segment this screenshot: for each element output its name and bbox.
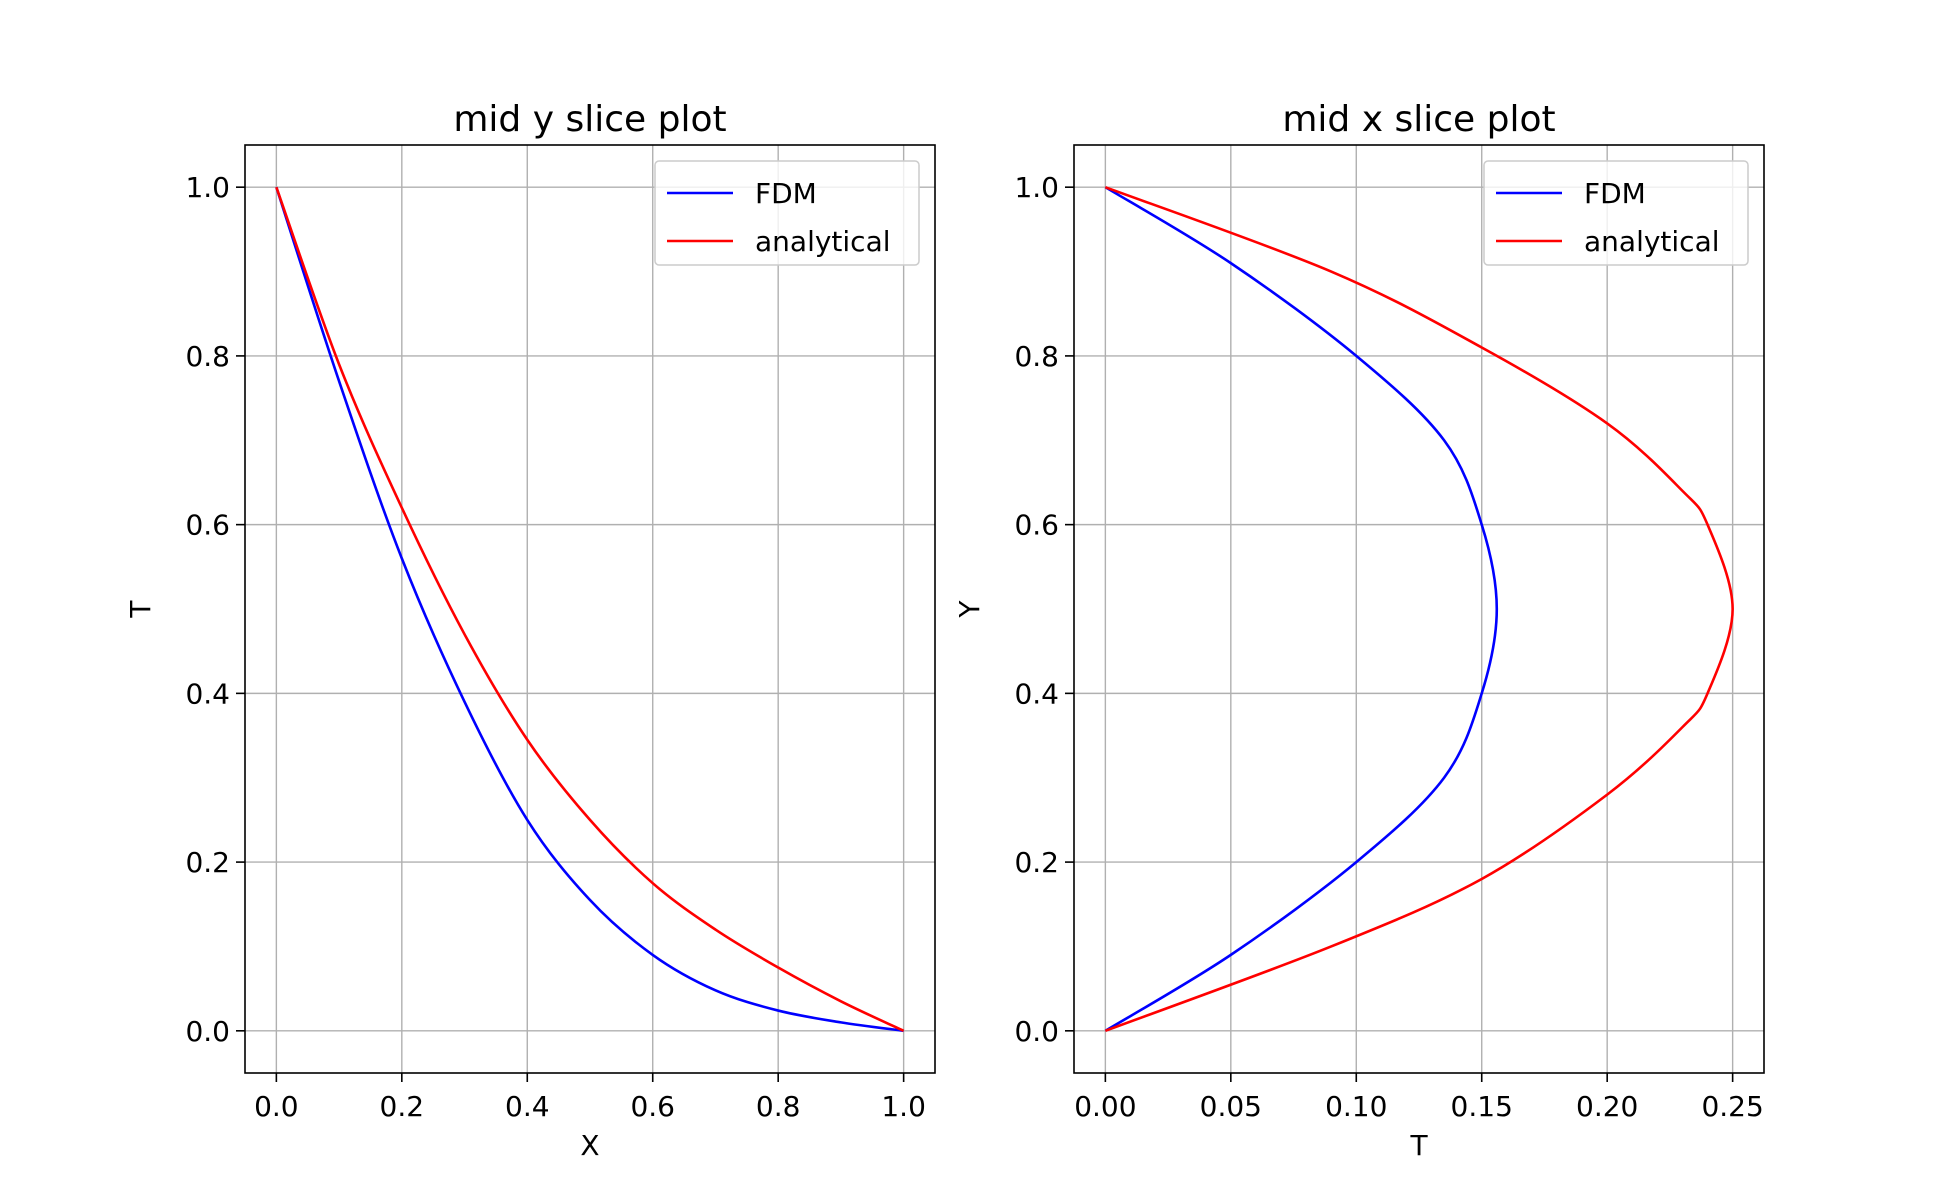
chart-mid-x-slice: 0.00 0.05 0.10 0.15 0.20 0.25 0.0 0.2 0.4 0.6 0.8… — [953, 99, 1765, 1162]
x-tick-label: 0.00 — [1074, 1090, 1136, 1123]
x-tick-label: 0.05 — [1200, 1090, 1262, 1123]
y-ticks: 0.0 0.2 0.4 0.6 0.8 1.0 — [185, 171, 245, 1048]
chart-title: mid y slice plot — [453, 99, 726, 140]
legend: FDM analytical — [1483, 160, 1749, 266]
x-tick-label: 0.25 — [1701, 1090, 1763, 1123]
x-tick-label: 0.2 — [380, 1090, 425, 1123]
x-axis-label: X — [580, 1129, 599, 1162]
y-tick-label: 0.6 — [185, 509, 230, 542]
series-line-fdm — [275, 186, 904, 1033]
x-tick-label: 1.0 — [881, 1090, 926, 1123]
x-ticks: 0.0 0.2 0.4 0.6 0.8 1.0 — [254, 1073, 926, 1123]
y-tick-label: 0.2 — [1014, 846, 1059, 879]
y-tick-label: 0.2 — [185, 846, 230, 879]
y-axis-label: T — [124, 600, 157, 619]
legend-box — [654, 160, 920, 266]
legend-box — [1483, 160, 1749, 266]
x-ticks: 0.00 0.05 0.10 0.15 0.20 0.25 — [1074, 1073, 1764, 1123]
x-tick-label: 0.6 — [630, 1090, 675, 1123]
series-line-analytical — [275, 186, 905, 1032]
y-tick-label: 0.6 — [1014, 509, 1059, 542]
legend-label-analytical: analytical — [755, 225, 891, 258]
chart-title: mid x slice plot — [1282, 99, 1555, 140]
y-tick-label: 1.0 — [1014, 171, 1059, 204]
series-line-fdm — [1104, 186, 1499, 1032]
series-lines — [275, 186, 905, 1033]
x-tick-label: 0.4 — [505, 1090, 550, 1123]
y-tick-label: 0.0 — [185, 1015, 230, 1048]
grid-lines — [245, 145, 935, 1073]
axes-frame — [1073, 144, 1765, 1074]
legend-label-fdm: FDM — [755, 177, 817, 210]
legend-label-fdm: FDM — [1584, 177, 1646, 210]
series-line-analytical — [1104, 185, 1734, 1033]
series-lines — [1104, 185, 1734, 1033]
y-tick-label: 0.8 — [185, 340, 230, 373]
legend-label-analytical: analytical — [1584, 225, 1720, 258]
legend: FDM analytical — [654, 160, 920, 266]
axes-frame — [244, 144, 936, 1074]
x-tick-label: 0.15 — [1451, 1090, 1513, 1123]
x-tick-label: 0.20 — [1576, 1090, 1638, 1123]
y-tick-label: 0.0 — [1014, 1015, 1059, 1048]
y-ticks: 0.0 0.2 0.4 0.6 0.8 1.0 — [1014, 171, 1074, 1048]
y-axis-label: Y — [953, 600, 986, 619]
y-tick-label: 0.4 — [185, 677, 230, 710]
x-axis-label: T — [1409, 1129, 1428, 1162]
chart-mid-y-slice: 0.0 0.2 0.4 0.6 0.8 1.0 0.0 0.2 0.4 0.6 0.8 1.0 mi… — [124, 99, 936, 1162]
y-tick-label: 0.4 — [1014, 677, 1059, 710]
y-tick-label: 0.8 — [1014, 340, 1059, 373]
x-tick-label: 0.10 — [1325, 1090, 1387, 1123]
x-tick-label: 0.0 — [254, 1090, 299, 1123]
x-tick-label: 0.8 — [756, 1090, 801, 1123]
y-tick-label: 1.0 — [185, 171, 230, 204]
